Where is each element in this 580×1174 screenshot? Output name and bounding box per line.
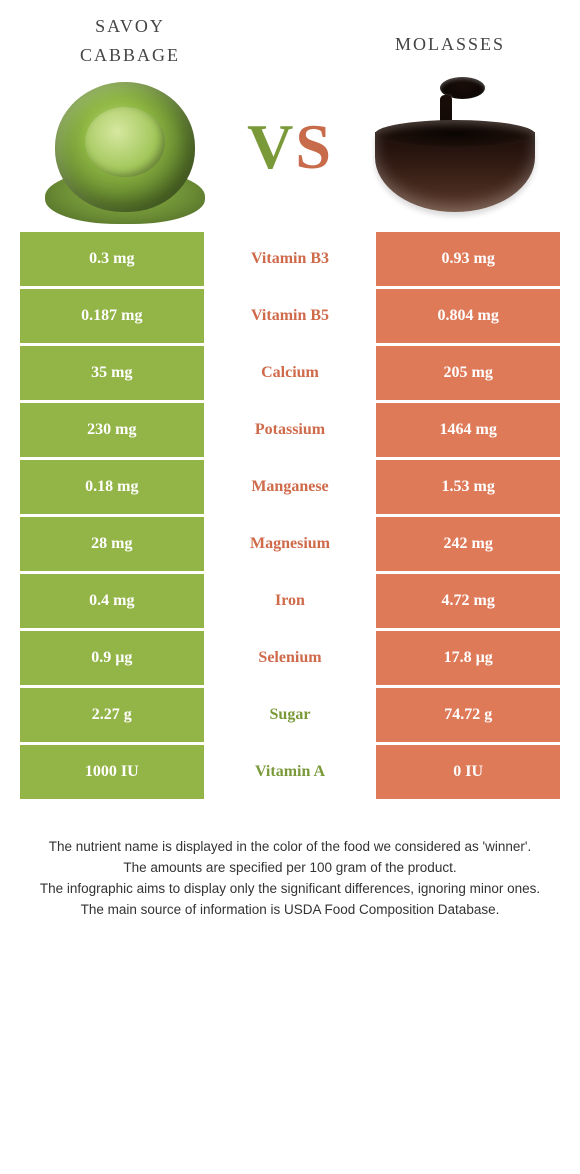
left-food-title: savoy cabbage [30, 10, 230, 67]
nutrient-name: Sugar [204, 688, 377, 745]
right-value: 0.804 mg [376, 289, 560, 346]
left-value: 1000 IU [20, 745, 204, 802]
table-row: 2.27 gSugar74.72 g [20, 688, 560, 745]
left-title-line1: savoy [95, 9, 165, 38]
molasses-illustration [370, 77, 540, 217]
footnote-line: The infographic aims to display only the… [35, 879, 545, 900]
left-value: 230 mg [20, 403, 204, 460]
table-row: 0.18 mgManganese1.53 mg [20, 460, 560, 517]
nutrient-name: Magnesium [204, 517, 377, 574]
left-food-image [40, 77, 210, 217]
right-value: 1.53 mg [376, 460, 560, 517]
right-value: 0.93 mg [376, 232, 560, 289]
footnote-line: The nutrient name is displayed in the co… [35, 837, 545, 858]
cabbage-illustration [55, 82, 195, 212]
nutrient-name: Selenium [204, 631, 377, 688]
left-value: 0.4 mg [20, 574, 204, 631]
right-value: 17.8 µg [376, 631, 560, 688]
nutrient-name: Vitamin B5 [204, 289, 377, 346]
right-value: 0 IU [376, 745, 560, 802]
nutrient-name: Vitamin B3 [204, 232, 377, 289]
footnote-line: The main source of information is USDA F… [35, 900, 545, 921]
left-value: 0.187 mg [20, 289, 204, 346]
right-value: 205 mg [376, 346, 560, 403]
comparison-table-body: 0.3 mgVitamin B30.93 mg0.187 mgVitamin B… [20, 232, 560, 802]
footnotes: The nutrient name is displayed in the co… [35, 837, 545, 921]
nutrient-name: Calcium [204, 346, 377, 403]
left-value: 2.27 g [20, 688, 204, 745]
table-row: 0.187 mgVitamin B50.804 mg [20, 289, 560, 346]
nutrient-name: Vitamin A [204, 745, 377, 802]
left-value: 0.18 mg [20, 460, 204, 517]
comparison-table: 0.3 mgVitamin B30.93 mg0.187 mgVitamin B… [20, 232, 560, 802]
right-value: 242 mg [376, 517, 560, 574]
right-value: 1464 mg [376, 403, 560, 460]
left-value: 28 mg [20, 517, 204, 574]
right-food-image [370, 77, 540, 217]
left-value: 0.3 mg [20, 232, 204, 289]
table-row: 0.9 µgSelenium17.8 µg [20, 631, 560, 688]
table-row: 35 mgCalcium205 mg [20, 346, 560, 403]
vs-label: VS [247, 110, 333, 184]
table-row: 28 mgMagnesium242 mg [20, 517, 560, 574]
left-title-line2: cabbage [80, 38, 180, 67]
nutrient-name: Iron [204, 574, 377, 631]
header: savoy cabbage molasses [0, 0, 580, 67]
table-row: 0.4 mgIron4.72 mg [20, 574, 560, 631]
images-row: VS [0, 67, 580, 232]
left-value: 35 mg [20, 346, 204, 403]
nutrient-name: Manganese [204, 460, 377, 517]
table-row: 230 mgPotassium1464 mg [20, 403, 560, 460]
nutrient-name: Potassium [204, 403, 377, 460]
table-row: 1000 IUVitamin A0 IU [20, 745, 560, 802]
right-value: 74.72 g [376, 688, 560, 745]
right-food-title: molasses [350, 10, 550, 57]
right-value: 4.72 mg [376, 574, 560, 631]
footnote-line: The amounts are specified per 100 gram o… [35, 858, 545, 879]
left-value: 0.9 µg [20, 631, 204, 688]
table-row: 0.3 mgVitamin B30.93 mg [20, 232, 560, 289]
